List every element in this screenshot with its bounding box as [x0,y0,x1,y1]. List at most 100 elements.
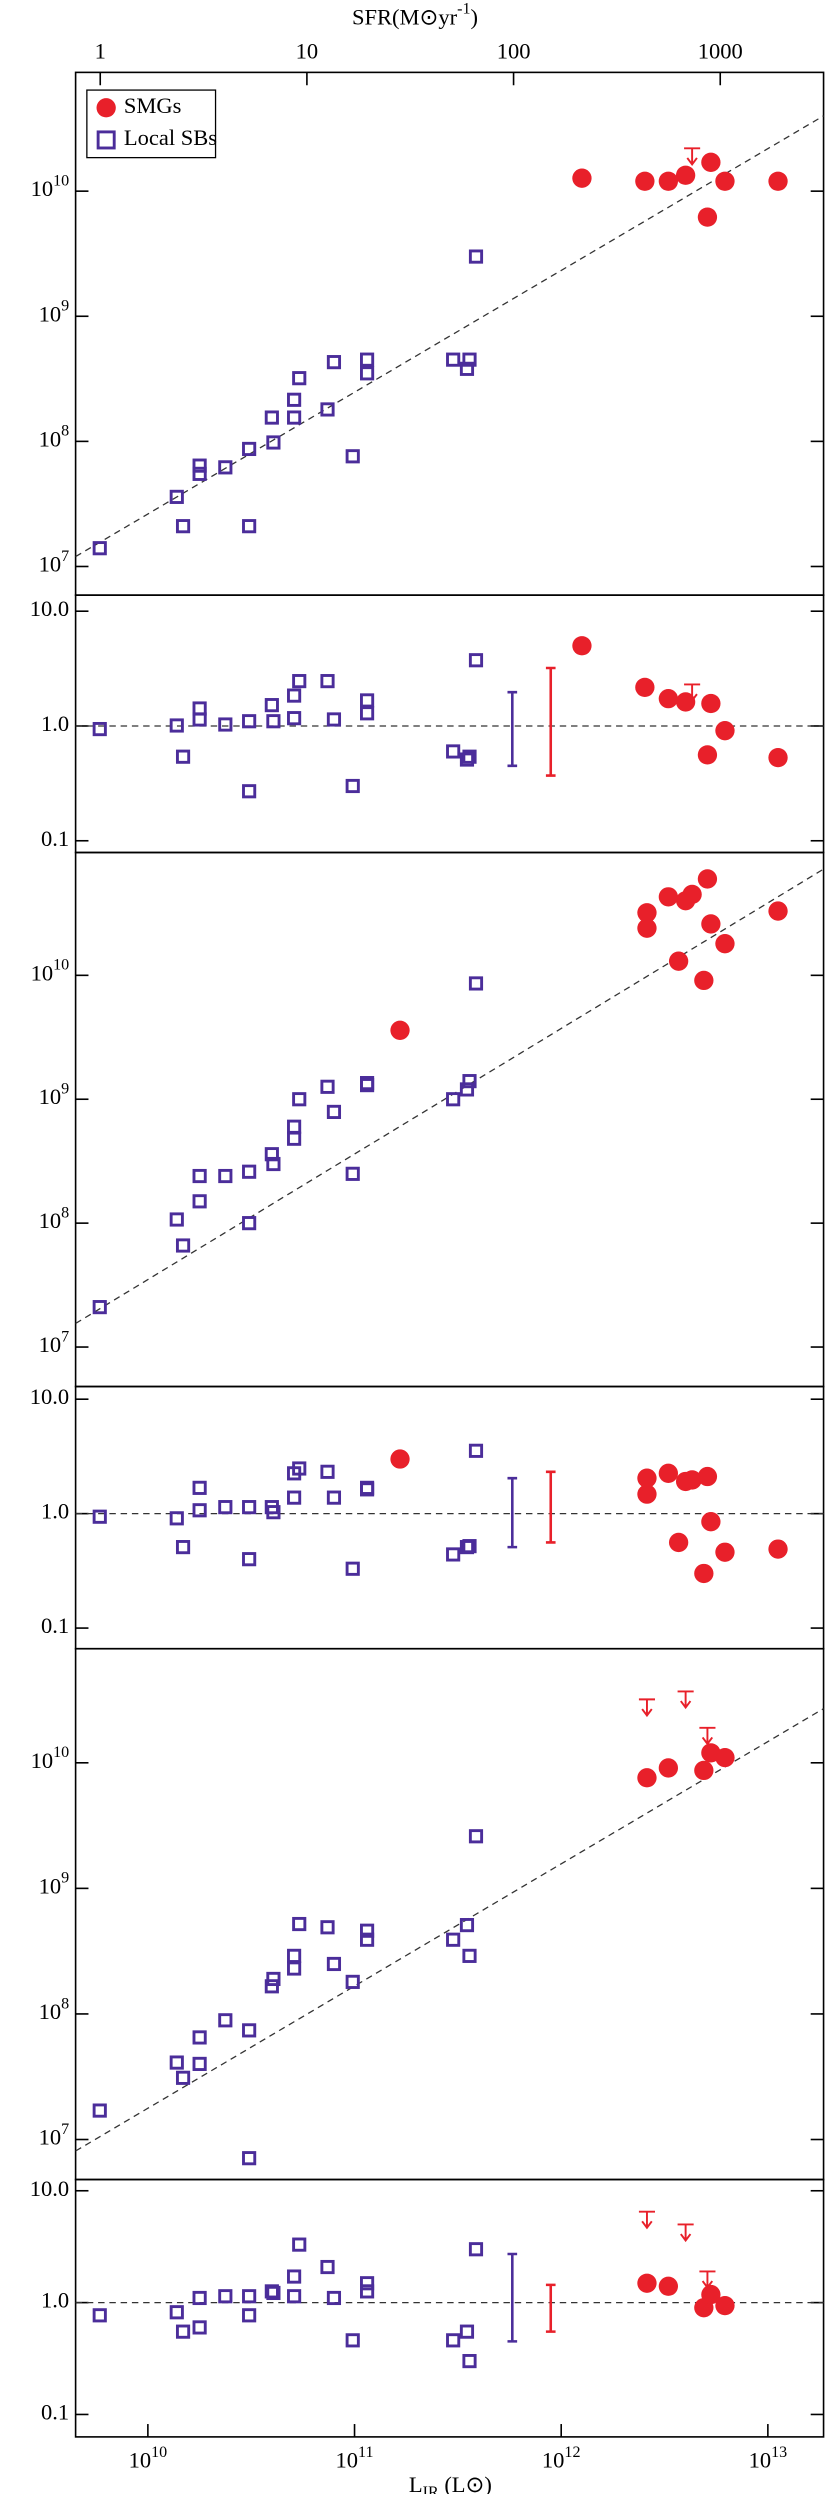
local-sb-point [345,778,360,794]
smg-point [572,636,592,656]
local-sb-point [468,1829,484,1844]
local-sb-point [446,744,461,759]
x-tick-label-base: 10 [129,2448,152,2473]
y-tick-label: 1.0 [41,1499,69,1524]
legend-label: Local SBs [124,125,217,150]
y-tick-label-base: 1.0 [41,1499,69,1524]
y-tick-label-exponent: 9 [61,1080,69,1097]
local-sb-point [459,361,475,376]
local-sb-point [175,2070,191,2085]
smg-point [768,1539,788,1559]
smg-point [715,1542,735,1562]
smg-point [658,689,679,709]
local-sb-point [326,1104,342,1119]
x-axis-title: LIR (L⊙) [409,2472,492,2494]
local-sb-point [92,1300,107,1315]
local-sb-point [242,784,257,799]
local-sb-point [287,1119,302,1134]
scatter-bar [545,2283,556,2333]
local-sb-point [175,749,191,764]
scatter-bar [507,690,518,768]
local-sb-point [360,366,375,381]
local-sb-point [266,1971,281,1987]
smg-point [668,1532,689,1553]
local-sb-point [169,1511,184,1526]
x2-tick-label: 10 [296,38,319,63]
x-tick-label: 1013 [749,2444,788,2473]
smg-point [658,2276,679,2296]
y-tick-label: 108 [39,1204,70,1233]
scatter-bar-line [545,666,556,777]
smg-point [697,1466,718,1487]
local-sb-point [264,410,279,425]
local-sb-point [320,674,335,689]
local-sb-point [242,2308,257,2323]
fit-line [75,1708,824,2152]
local-sb-point [468,976,484,991]
local-sb-point [360,2276,375,2291]
smg-point [715,721,735,741]
local-sb-point [218,2289,233,2304]
local-sb-point [360,693,375,708]
upper-limit [638,1698,656,1718]
smg-point [390,1449,410,1469]
local-sb-point [192,2290,207,2306]
local-sb-point [92,2308,107,2323]
local-sb-point [192,2056,207,2071]
local-sb-point [175,1238,191,1253]
local-sb-point [360,1482,375,1497]
local-sb-point [175,519,191,534]
y-tick-label: 107 [39,1328,70,1357]
y-tick-label-exponent: 9 [61,297,69,314]
scatter-bar-line [545,1470,556,1544]
local-sb-point [287,2289,302,2304]
local-sb-point [360,2284,375,2299]
local-sb-point [320,2259,335,2275]
local-sb-point [242,1216,257,1231]
smg-point [768,747,788,768]
upper-limit [638,2210,656,2230]
y-tick-label: 0.1 [41,826,69,851]
local-sb-point [446,1932,461,1947]
upper-limit [677,1690,694,1710]
smg-point [701,2284,721,2305]
fit-line [75,115,824,558]
y-tick-label: 109 [39,297,70,326]
local-sb-point [264,2284,279,2299]
y-tick-label: 10.0 [30,2176,69,2201]
smg-point [637,903,657,923]
smg-point [701,152,721,172]
y-tick-label-exponent: 7 [61,2121,69,2138]
y-tick-label-base: 1.0 [41,711,69,736]
local-sb-point [242,441,257,457]
local-sb-point [287,1131,302,1146]
x-tick-label-base: 10 [336,2448,359,2473]
local-sb-point [345,2333,360,2348]
local-sb-point [92,541,107,556]
local-sb-point [320,402,335,417]
local-sb-point [242,519,257,534]
smg-point [768,901,788,921]
smg-point [637,1468,657,1488]
upper-limit [699,2270,716,2290]
smg-point [697,745,718,765]
local-sb-point [264,1979,279,1994]
local-sb-point [192,1503,207,1518]
x-tick-label-base: 10 [542,2448,565,2473]
local-sb-point [169,2055,184,2070]
y-tick-label-exponent: 10 [53,956,69,973]
local-sb-point [345,1166,360,1181]
smg-point [658,887,679,907]
upper-limit [699,1726,716,1746]
local-sb-point [266,435,281,450]
local-sb-point [459,1082,475,1097]
local-sb-point [462,352,477,367]
local-sb-point [242,714,257,729]
y-tick-label-base: 10 [39,1332,62,1357]
scatter-bar-line [507,2252,518,2343]
local-sb-point [345,1974,360,1989]
local-sb-point [345,1561,360,1576]
smg-point [637,1768,657,1788]
smg-point [658,1758,679,1778]
